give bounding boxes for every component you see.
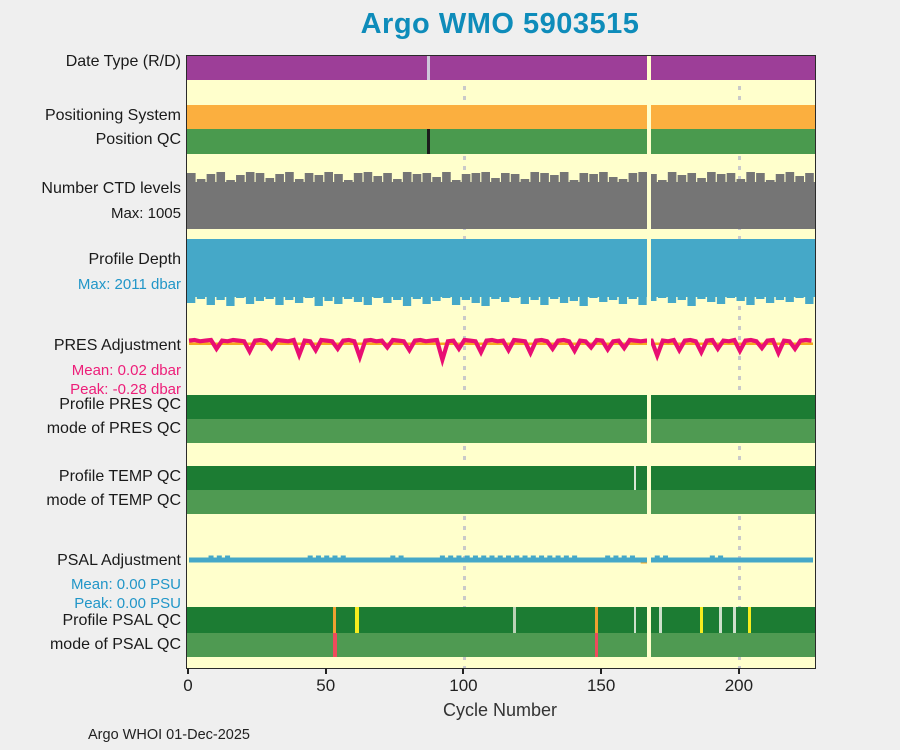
profile_psal_qc-mark-cycle-162 bbox=[633, 607, 637, 633]
gridline-cycle-100 bbox=[462, 56, 466, 668]
x-tick-label-150: 150 bbox=[586, 676, 616, 695]
strip-ctd-levels-ragged-edge bbox=[187, 172, 814, 182]
label-positioning-system: Positioning System bbox=[44, 107, 181, 124]
label-profile-temp-qc: Profile TEMP QC bbox=[58, 468, 181, 485]
date_type-mark-cycle-87 bbox=[427, 56, 431, 80]
profile_psal_qc-mark-cycle-198 bbox=[733, 607, 736, 633]
x-tick-label-100: 100 bbox=[449, 676, 478, 695]
label-date-type: Date Type (R/D) bbox=[65, 53, 181, 70]
x-tick-label-50: 50 bbox=[316, 676, 336, 695]
label-profile-psal-qc: Profile PSAL QC bbox=[62, 612, 181, 629]
position_qc-mark-cycle-87 bbox=[426, 129, 431, 154]
x-tick-0 bbox=[187, 668, 189, 674]
profile_psal_qc-mark-cycle-53 bbox=[333, 607, 337, 633]
strip-profile-depth-ragged-edge bbox=[187, 297, 814, 306]
gap-cycle-167 bbox=[647, 56, 651, 668]
strip-ctd-levels bbox=[187, 182, 815, 229]
label-depth-max: Max: 2011 dbar bbox=[77, 276, 181, 293]
profile_psal_qc-mark-cycle-118 bbox=[512, 607, 516, 633]
label-profile-depth: Profile Depth bbox=[88, 251, 182, 268]
pres-adjustment-trace bbox=[188, 337, 813, 368]
row-label-column: Date Type (R/D) Positioning System Posit… bbox=[0, 0, 181, 750]
profile_psal_qc-mark-cycle-186 bbox=[699, 607, 704, 633]
plot-area bbox=[186, 55, 816, 669]
profile_psal_qc-mark-cycle-171 bbox=[658, 607, 662, 633]
strip-mode-temp-qc bbox=[187, 490, 815, 514]
strip-mode-psal-qc bbox=[187, 633, 815, 657]
x-axis-title: Cycle Number bbox=[442, 700, 558, 720]
strip-profile-temp-qc bbox=[187, 466, 815, 490]
x-tick-label-200: 200 bbox=[724, 676, 754, 695]
profile_psal_qc-mark-cycle-148 bbox=[595, 607, 599, 633]
x-tick-50 bbox=[324, 668, 327, 674]
label-pres-adjustment: PRES Adjustment bbox=[53, 337, 181, 354]
label-pres-mean: Mean: 0.02 dbar bbox=[71, 362, 181, 379]
label-ctd-levels: Number CTD levels bbox=[41, 180, 181, 197]
psal-adjustment-trace bbox=[189, 555, 813, 564]
figure-title: Argo WMO 5903515 bbox=[360, 8, 640, 40]
label-mode-psal-qc: mode of PSAL QC bbox=[49, 636, 181, 653]
label-mode-pres-qc: mode of PRES QC bbox=[46, 420, 181, 437]
strip-position-qc bbox=[187, 129, 815, 154]
label-psal-peak: Peak: 0.00 PSU bbox=[74, 595, 181, 612]
label-pres-peak: Peak: -0.28 dbar bbox=[70, 381, 181, 398]
x-tick-100 bbox=[462, 668, 465, 674]
strip-profile-pres-qc bbox=[187, 395, 815, 419]
label-ctd-max: Max: 1005 bbox=[110, 205, 181, 222]
profile_psal_qc-mark-cycle-203.5 bbox=[747, 607, 752, 633]
label-position-qc: Position QC bbox=[95, 131, 181, 148]
strip-profile-psal-qc bbox=[187, 607, 815, 633]
strip-positioning-system bbox=[187, 105, 815, 129]
label-profile-pres-qc: Profile PRES QC bbox=[59, 396, 181, 413]
strip-mode-pres-qc bbox=[187, 419, 815, 443]
profile_psal_qc-mark-cycle-193 bbox=[719, 607, 723, 633]
footer-timestamp: Argo WHOI 01-Dec-2025 bbox=[88, 727, 250, 743]
x-tick-200 bbox=[737, 668, 740, 674]
strip-profile-depth bbox=[187, 239, 815, 297]
gridline-cycle-200 bbox=[738, 56, 742, 668]
mode_psal_qc-mark-cycle-53 bbox=[333, 633, 337, 657]
mode_psal_qc-mark-cycle-148 bbox=[594, 633, 599, 657]
strip-date-type bbox=[187, 56, 815, 80]
profile_psal_qc-mark-cycle-61 bbox=[355, 607, 359, 633]
profile_temp_qc-mark-cycle-162 bbox=[633, 466, 637, 490]
label-psal-adjustment: PSAL Adjustment bbox=[57, 552, 181, 569]
label-mode-temp-qc: mode of TEMP QC bbox=[46, 492, 181, 509]
label-psal-mean: Mean: 0.00 PSU bbox=[70, 576, 181, 593]
x-tick-label-0: 0 bbox=[183, 676, 193, 695]
x-tick-150 bbox=[600, 668, 603, 674]
